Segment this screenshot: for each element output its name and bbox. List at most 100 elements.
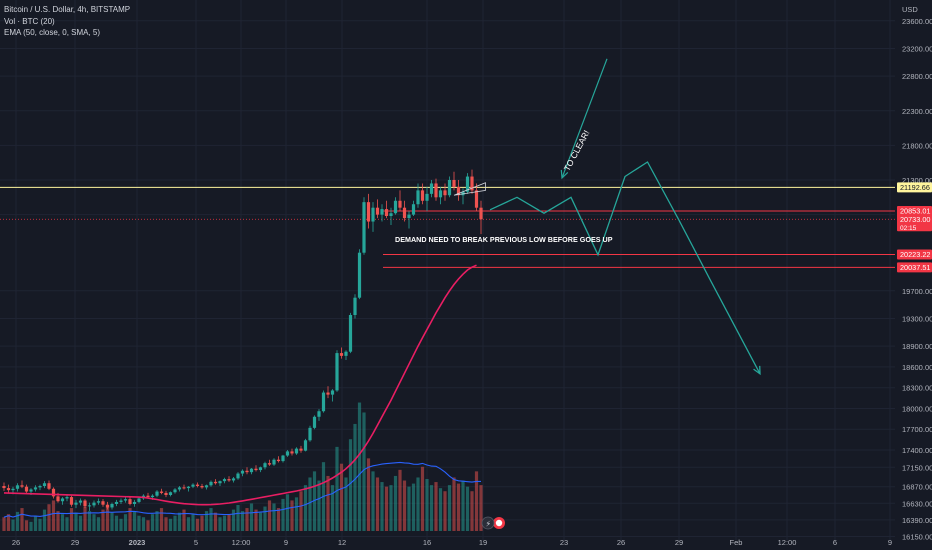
volume-bar [290, 500, 294, 531]
candle-body [416, 190, 420, 205]
time-axis[interactable]: 26 29 2023 5 12:00 9 12 16 19 23 26 29 Feb 12:00 6 9 [12, 538, 892, 547]
candle-body [164, 492, 168, 495]
candle-body [213, 481, 218, 484]
volume-bar [398, 469, 402, 531]
candle-body [209, 481, 213, 486]
candle-body [474, 190, 479, 208]
currency-label: USD [902, 5, 918, 14]
candle-body [290, 451, 294, 454]
volume-bar [65, 517, 69, 531]
candle-body [168, 492, 173, 495]
candle-body [294, 448, 299, 454]
price-badge-bg [897, 262, 932, 273]
candle-body [402, 207, 407, 219]
time-tick-label: 12:00 [778, 538, 797, 547]
candle-body [200, 486, 204, 488]
candle-body [60, 498, 65, 502]
price-badge-label: 20223.22 [900, 250, 930, 259]
candle-body [452, 180, 456, 187]
price-badge: 20223.22 [897, 249, 932, 260]
volume-bar [447, 485, 452, 531]
volume-bar [407, 486, 411, 531]
price-tick-label: 16150.00 [902, 533, 932, 542]
candle-body [407, 214, 411, 219]
legend-symbol[interactable]: Bitcoin / U.S. Dollar, 4h, BITSTAMP [4, 5, 131, 14]
volume-bar [249, 503, 254, 531]
time-tick-label: 26 [617, 538, 625, 547]
price-badge-label: 20853.01 [900, 207, 930, 216]
candle-body [101, 501, 105, 505]
price-tick-label: 23600.00 [902, 17, 932, 26]
candle-body [92, 502, 96, 506]
volume-bar [380, 482, 384, 531]
candle-body [15, 485, 20, 489]
candle-body [24, 486, 29, 492]
volume-bar [114, 515, 119, 531]
volume-bar [119, 518, 123, 531]
time-tick-label: 6 [833, 538, 837, 547]
volume-bar [389, 485, 393, 531]
time-tick-label: 2023 [129, 538, 146, 547]
price-tick-label: 22300.00 [902, 107, 932, 116]
candle-body [317, 411, 321, 417]
candle-body [173, 489, 177, 493]
projection-path [453, 58, 761, 376]
candle-body [380, 209, 384, 215]
candle-body [204, 485, 209, 488]
volume-bar [236, 505, 240, 531]
volume-bar [78, 515, 83, 531]
candle-body [470, 176, 474, 191]
price-axis[interactable]: 23600.00 23200.00 22800.00 22300.00 21800.00… [902, 17, 932, 542]
candle-body [155, 491, 159, 496]
candle-body [371, 207, 375, 222]
volume-bar [159, 508, 164, 531]
candle-body [218, 481, 222, 484]
volume-bar [155, 511, 159, 531]
volume-bar [402, 480, 407, 531]
candle-body [353, 297, 357, 315]
ema-path [3, 264, 477, 506]
candle-body [303, 440, 308, 451]
candle-body [465, 176, 470, 192]
volume-bar [231, 509, 236, 531]
candle-body [6, 488, 11, 491]
volume-bar [209, 508, 213, 531]
price-badge-bg [897, 182, 932, 193]
volume-bar [51, 500, 56, 531]
legend-ema[interactable]: EMA (50, close, 0, SMA, 5) [4, 28, 101, 37]
volume-bar [425, 479, 429, 531]
volume-bar [465, 486, 470, 531]
volume-bar [141, 517, 146, 531]
event-flag-icon[interactable]: ⚡ [481, 516, 505, 530]
candle-body [281, 455, 285, 462]
candle-body [195, 484, 200, 486]
legend-volume[interactable]: Vol · BTC (20) [4, 16, 55, 26]
chart-legend: Bitcoin / U.S. Dollar, 4h, BITSTAMP Vol … [4, 4, 130, 39]
time-tick-label: 16 [423, 538, 431, 547]
candle-body [398, 200, 402, 208]
candle-body [29, 489, 33, 492]
price-badge-label: 21192.66 [900, 183, 930, 192]
price-tick-label: 16870.00 [902, 483, 932, 492]
candle-body [335, 353, 339, 391]
candle-body [326, 392, 330, 395]
candle-body [65, 497, 69, 499]
volume-bar [308, 477, 312, 531]
price-badge-countdown: 02:15 [900, 225, 917, 232]
volume-bar [83, 506, 87, 531]
price-tick-label: 16630.00 [902, 499, 932, 508]
candle-body [429, 183, 434, 194]
candle-body [236, 473, 240, 479]
volume-bar [375, 477, 380, 531]
candle-body [222, 479, 227, 482]
candle-body [240, 470, 245, 474]
volume-bar [276, 508, 281, 531]
volume-bar [335, 446, 339, 531]
price-badge: 21192.66 [897, 182, 932, 193]
volume-bar [47, 504, 51, 531]
candle-body [96, 501, 101, 503]
volume-bar [366, 458, 371, 531]
price-badge-bg [897, 214, 932, 232]
